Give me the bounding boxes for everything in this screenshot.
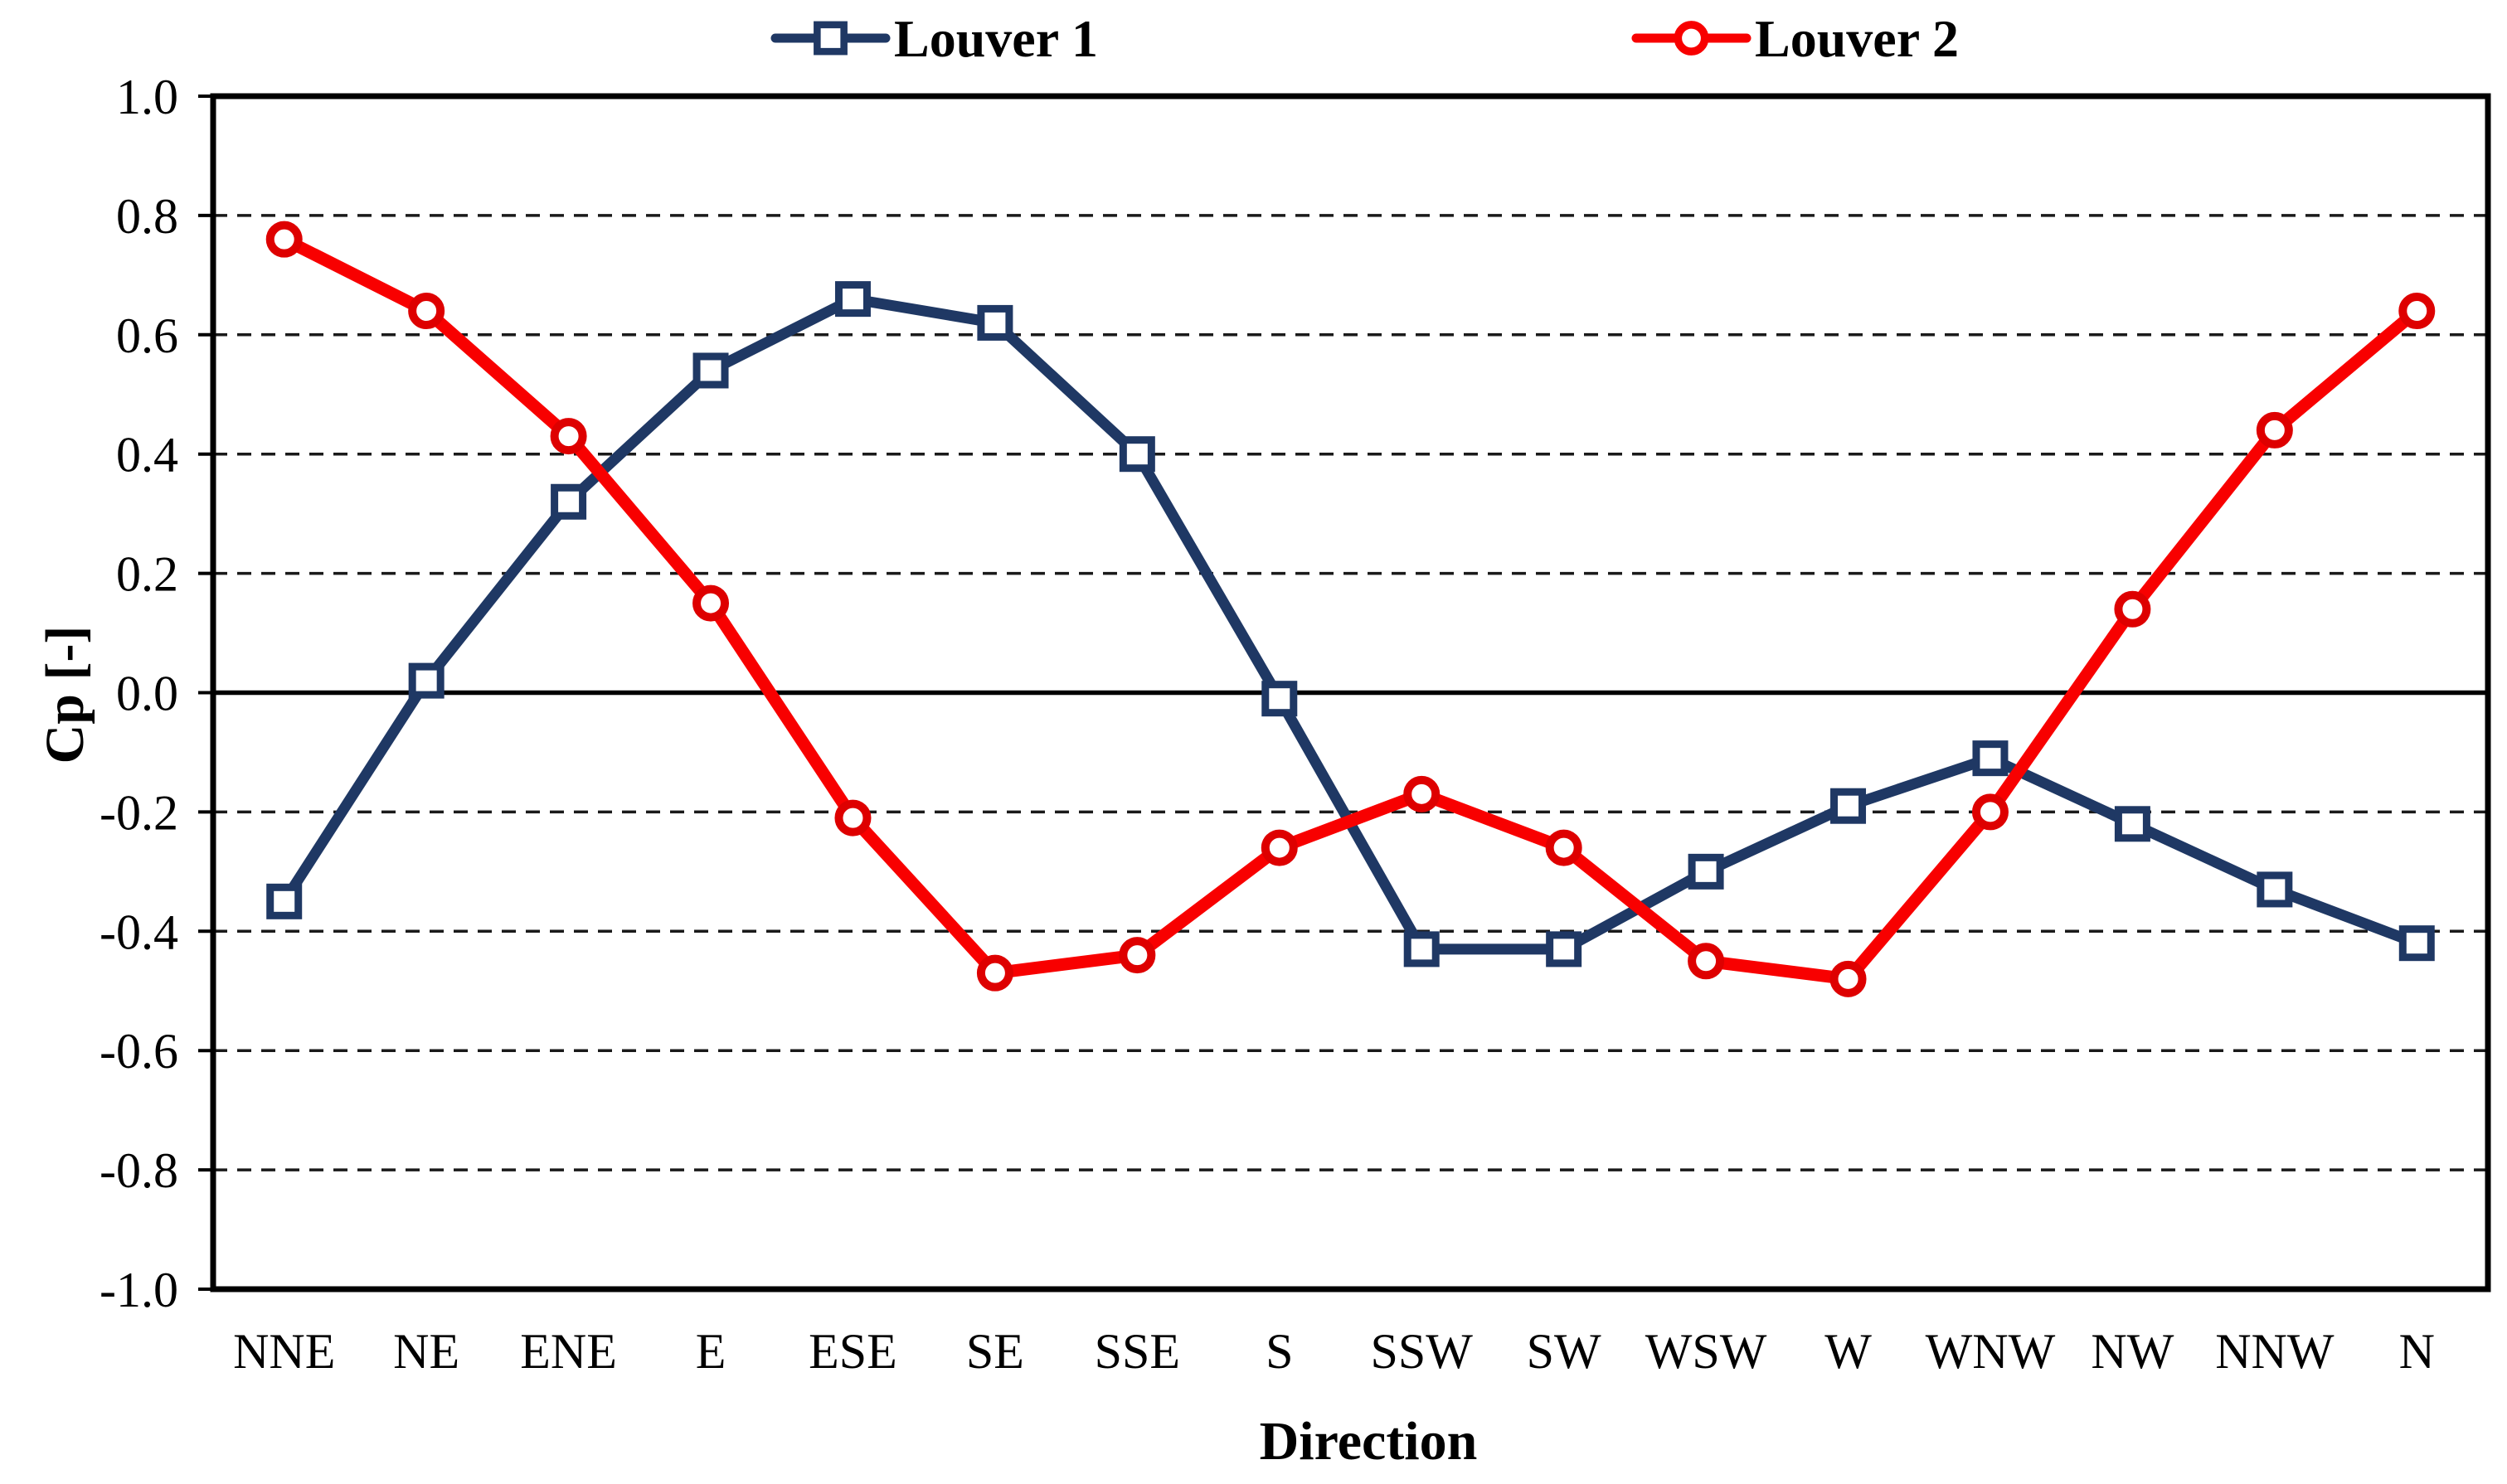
y-tick-label: 0.6 <box>116 308 178 363</box>
data-point-marker-square <box>692 352 729 389</box>
y-axis-title: Cp [-] <box>35 626 95 764</box>
data-point-marker-circle <box>1674 21 1709 56</box>
data-point-marker-square <box>1119 436 1155 473</box>
x-tick-label: WSW <box>1645 1324 1767 1379</box>
series-louver-1 <box>266 281 2435 968</box>
x-tick-label: SSW <box>1371 1324 1474 1379</box>
data-point-marker-square <box>1688 853 1724 890</box>
y-tick-label: -1.0 <box>100 1263 178 1317</box>
data-point-marker-circle <box>1545 829 1582 866</box>
legend-swatches <box>770 21 1751 56</box>
series-layer <box>265 221 2436 997</box>
x-tick-label: ESE <box>809 1324 897 1379</box>
data-point-marker-square <box>1546 931 1582 968</box>
data-point-marker-square <box>2398 925 2435 962</box>
y-tick-label: -0.8 <box>100 1143 178 1198</box>
data-point-marker-square <box>1972 740 2009 777</box>
data-point-marker-circle <box>1119 937 1156 974</box>
x-tick-label: NNW <box>2215 1324 2335 1379</box>
x-tick-label: SSE <box>1095 1324 1180 1379</box>
y-tick-label: -0.2 <box>100 785 178 840</box>
x-tick-label: SE <box>966 1324 1024 1379</box>
data-point-marker-square <box>977 304 1013 341</box>
legend-label-louver-1: Louver 1 <box>894 9 1098 68</box>
legend-swatch-1 <box>770 21 891 56</box>
data-point-marker-square <box>2114 806 2150 842</box>
y-tick-label: 0.2 <box>116 547 178 602</box>
series-line <box>279 293 2422 955</box>
x-axis-title: Direction <box>1260 1411 1478 1472</box>
data-point-marker-circle <box>265 221 303 258</box>
data-point-marker-square <box>1403 931 1440 968</box>
data-point-marker-circle <box>692 584 730 622</box>
y-tick-label: -0.4 <box>100 904 178 959</box>
x-tick-label: E <box>696 1324 726 1379</box>
x-tick-label: NE <box>393 1324 459 1379</box>
plot-frame <box>210 93 2491 1292</box>
data-point-marker-circle <box>1403 775 1441 812</box>
data-point-marker-circle <box>550 418 587 455</box>
series-louver-2 <box>265 221 2436 997</box>
data-point-marker-circle <box>2114 590 2151 628</box>
data-point-marker-square <box>2257 871 2293 908</box>
x-tick-label: ENE <box>520 1324 617 1379</box>
data-point-marker-square <box>1830 788 1867 824</box>
grid-layer <box>198 93 2491 1292</box>
y-tick-label: -0.6 <box>100 1024 178 1079</box>
data-point-marker-square <box>408 662 445 699</box>
data-point-marker-circle <box>408 293 445 330</box>
data-point-marker-circle <box>976 954 1013 992</box>
data-point-marker-circle <box>1971 793 2009 831</box>
y-tick-label: 0.4 <box>116 428 178 483</box>
y-tick-label: 0.8 <box>116 189 178 244</box>
series-line <box>278 233 2423 986</box>
y-tick-label: 1.0 <box>116 70 178 124</box>
x-tick-label: NNE <box>233 1324 335 1379</box>
data-point-marker-circle <box>1261 829 1298 866</box>
x-tick-label: WNW <box>1926 1324 2056 1379</box>
data-point-marker-square <box>1261 681 1298 717</box>
y-tick-label: 0.0 <box>116 667 178 721</box>
x-tick-label: SW <box>1527 1324 1601 1379</box>
data-point-marker-square <box>551 483 587 520</box>
data-point-marker-circle <box>2398 293 2436 330</box>
legend-label-louver-2: Louver 2 <box>1755 9 1959 68</box>
axis-tick-labels: 1.00.80.60.40.20.0-0.2-0.4-0.6-0.8-1.0NN… <box>100 70 2435 1379</box>
data-point-marker-circle <box>1829 960 1867 997</box>
x-tick-label: S <box>1266 1324 1293 1379</box>
data-point-marker-square <box>814 21 848 56</box>
x-tick-label: NW <box>2091 1324 2174 1379</box>
data-point-marker-square <box>266 883 303 919</box>
data-point-marker-circle <box>2256 411 2293 449</box>
data-point-marker-circle <box>1688 943 1725 980</box>
x-tick-label: W <box>1824 1324 1872 1379</box>
x-tick-label: N <box>2399 1324 2435 1379</box>
data-point-marker-circle <box>834 799 872 837</box>
data-point-marker-square <box>834 281 871 318</box>
legend-swatch-2 <box>1631 21 1751 56</box>
